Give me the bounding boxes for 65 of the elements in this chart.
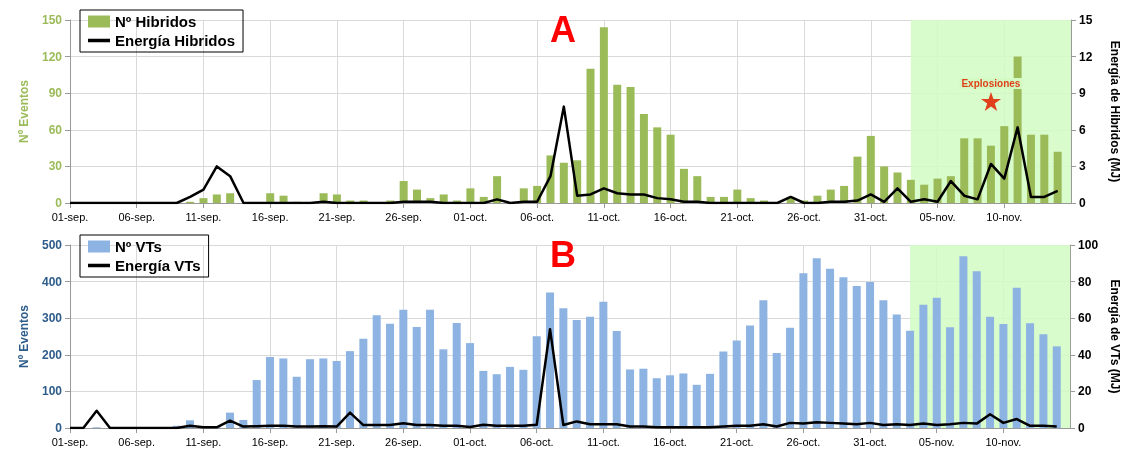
x-tick-label: 01-oct. xyxy=(453,210,488,223)
x-tick-label: 21-sep. xyxy=(318,210,356,223)
annotation: Explosiones xyxy=(959,77,1023,89)
y2-tick-label: 80 xyxy=(1078,274,1092,289)
x-tick-label: 16-oct. xyxy=(653,435,687,448)
x-tick-label: 31-oct. xyxy=(853,435,887,448)
y-tick-label: 120 xyxy=(41,49,63,64)
y-tick-label: 400 xyxy=(41,274,63,289)
y-tick-label: 0 xyxy=(55,421,63,435)
x-tick-label: 05-nov. xyxy=(918,435,955,448)
x-tick-label: 11-sep. xyxy=(185,435,222,448)
y-tick-label: 100 xyxy=(41,384,63,399)
y-tick-label: 0 xyxy=(55,196,63,210)
x-tick-label: 31-oct. xyxy=(853,210,888,223)
y2-axis-title: Energía de VTs (MJ) xyxy=(1108,279,1122,394)
x-tick-label: 01-sep. xyxy=(51,210,89,223)
y2-tick-label: 100 xyxy=(1078,238,1099,252)
y2-tick-label: 0 xyxy=(1079,196,1086,210)
x-tick-label: 01-oct. xyxy=(453,435,487,448)
x-tick-label: 06-oct. xyxy=(519,435,554,448)
x-tick-label: 06-sep. xyxy=(118,435,156,448)
x-tick-label: 21-oct. xyxy=(719,435,754,448)
y2-tick-label: 15 xyxy=(1079,13,1093,27)
chart-title: B xyxy=(550,233,576,275)
y-tick-label: 300 xyxy=(41,311,63,326)
x-tick-label: 06-sep. xyxy=(118,210,156,223)
x-tick-label: 10-nov. xyxy=(985,435,1022,448)
x-tick-label: 05-nov. xyxy=(919,210,956,223)
y-tick-label: 60 xyxy=(48,122,63,137)
y2-tick-label: 9 xyxy=(1079,86,1086,101)
y-tick-label: 150 xyxy=(41,13,63,27)
x-tick-label: 26-oct. xyxy=(787,210,821,223)
legend-label: Energía VTs xyxy=(115,257,201,274)
chart-title: A xyxy=(550,8,576,50)
y-tick-label: 200 xyxy=(41,347,63,362)
y2-tick-label: 12 xyxy=(1079,49,1093,64)
y-axis-title: Nº Eventos xyxy=(17,304,31,369)
x-tick-label: 21-oct. xyxy=(720,210,755,223)
x-tick-label: 10-nov. xyxy=(986,210,1023,223)
y2-tick-label: 6 xyxy=(1079,122,1086,137)
x-tick-label: 16-oct. xyxy=(653,210,688,223)
x-tick-label: 16-sep. xyxy=(251,210,289,223)
y-tick-label: 30 xyxy=(48,159,63,174)
y2-tick-label: 20 xyxy=(1078,384,1092,399)
y-axis-title: Nº Eventos xyxy=(17,79,31,144)
x-tick-label: 26-sep. xyxy=(385,210,423,223)
y2-tick-label: 60 xyxy=(1078,311,1092,326)
y2-tick-label: 0 xyxy=(1078,421,1086,435)
y2-tick-label: 3 xyxy=(1079,159,1086,174)
legend-label: Nº VTs xyxy=(115,238,162,255)
x-tick-label: 11-sep. xyxy=(185,210,222,223)
y2-tick-label: 40 xyxy=(1078,347,1092,362)
y-tick-label: 500 xyxy=(41,238,63,252)
legend-label: Energía Hibridos xyxy=(115,32,236,49)
x-tick-label: 06-oct. xyxy=(520,210,554,223)
legend-label: Nº Hibridos xyxy=(115,13,197,30)
y-tick-label: 90 xyxy=(48,86,63,101)
x-tick-label: 11-oct. xyxy=(587,210,621,223)
x-tick-label: 16-sep. xyxy=(251,435,289,448)
x-tick-label: 21-sep. xyxy=(318,435,356,448)
x-tick-label: 11-oct. xyxy=(586,435,620,448)
x-tick-label: 26-sep. xyxy=(385,435,422,448)
x-tick-label: 01-sep. xyxy=(51,435,89,448)
y2-axis-title: Energía de Hibridos (MJ) xyxy=(1108,40,1122,183)
x-tick-label: 26-oct. xyxy=(786,435,821,448)
